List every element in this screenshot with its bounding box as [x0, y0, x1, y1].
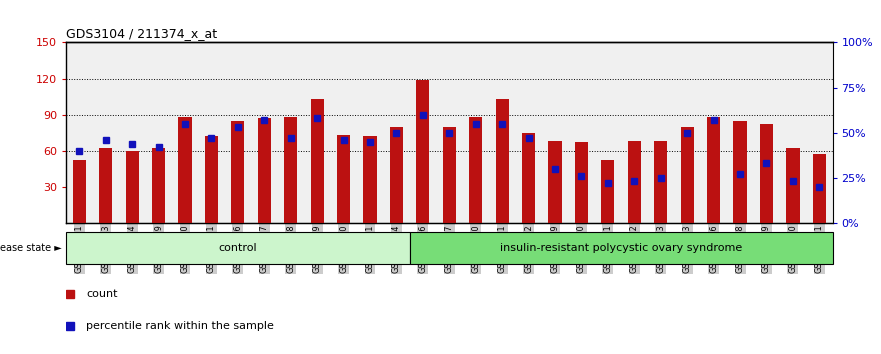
Text: percentile rank within the sample: percentile rank within the sample — [86, 321, 274, 331]
Bar — [389, 127, 403, 223]
Bar — [601, 160, 614, 223]
Text: GDS3104 / 211374_x_at: GDS3104 / 211374_x_at — [66, 27, 218, 40]
Text: count: count — [86, 289, 117, 299]
Bar — [257, 118, 270, 223]
Bar — [522, 133, 535, 223]
Text: insulin-resistant polycystic ovary syndrome: insulin-resistant polycystic ovary syndr… — [500, 243, 742, 253]
Bar — [125, 151, 138, 223]
Bar — [495, 99, 508, 223]
Text: control: control — [218, 243, 257, 253]
Bar — [469, 117, 482, 223]
Bar — [99, 148, 112, 223]
Bar — [812, 154, 825, 223]
Bar — [284, 117, 297, 223]
Bar — [178, 117, 191, 223]
Bar — [707, 117, 720, 223]
Bar — [442, 127, 455, 223]
Text: disease state ►: disease state ► — [0, 243, 62, 253]
Bar — [231, 121, 244, 223]
Bar — [337, 135, 350, 223]
Bar — [72, 160, 85, 223]
Bar — [310, 99, 323, 223]
Bar — [654, 141, 667, 223]
FancyBboxPatch shape — [410, 232, 833, 264]
Bar — [204, 136, 218, 223]
Bar — [152, 148, 165, 223]
Bar — [363, 136, 376, 223]
FancyBboxPatch shape — [66, 232, 410, 264]
Bar — [786, 148, 799, 223]
Bar — [627, 141, 640, 223]
Bar — [680, 127, 693, 223]
Bar — [574, 142, 588, 223]
Bar — [733, 121, 746, 223]
Bar — [548, 141, 562, 223]
Bar — [759, 124, 773, 223]
Bar — [416, 80, 429, 223]
